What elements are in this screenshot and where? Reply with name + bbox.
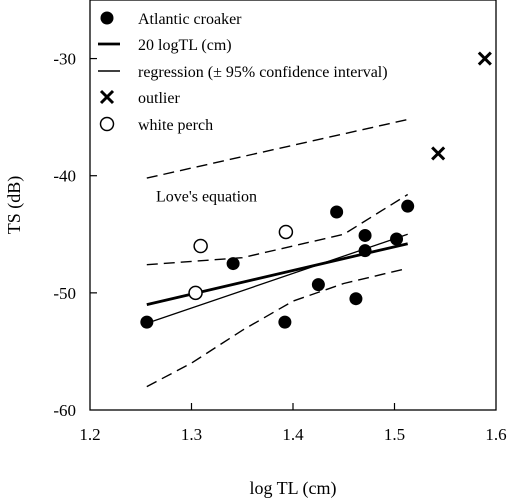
legend-label-regression: regression (± 95% confidence interval) (138, 64, 388, 81)
legend-label-perch: white perch (138, 117, 213, 134)
x-tick-label: 1.5 (384, 425, 405, 444)
croaker-point (358, 244, 372, 258)
y-axis-title: TS (dB) (4, 176, 25, 235)
x-tick-label: 1.3 (181, 425, 202, 444)
croaker-point (311, 278, 325, 292)
y-tick-label: -40 (53, 167, 76, 186)
love-s-equation-ci-line (146, 118, 408, 179)
outlier-point (477, 51, 492, 66)
x-tick-label: 1.4 (282, 425, 304, 444)
regression-lower-ci-line (146, 267, 408, 388)
outlier-point (431, 146, 446, 161)
white-perch-point (193, 238, 208, 254)
croaker-point (358, 228, 372, 242)
croaker-point (278, 315, 292, 329)
white-perch-point (188, 285, 203, 301)
x-tick-label: 1.2 (79, 425, 100, 444)
white-perch-point (278, 224, 294, 240)
y-tick-label: -60 (53, 401, 76, 420)
y-tick-label: -50 (53, 284, 76, 303)
legend: Atlantic croaker 20 logTL (cm) regression … (98, 11, 388, 134)
x-axis-title: log TL (cm) (250, 478, 337, 499)
croaker-point (330, 205, 344, 219)
croaker-point (140, 315, 154, 329)
plot-frame (89, 0, 497, 411)
loves-equation-annotation: Love's equation (156, 188, 257, 205)
croaker-point (226, 257, 240, 271)
points-layer (140, 51, 492, 329)
outlier-stroke (477, 51, 492, 66)
legend-label-outlier: outlier (138, 90, 180, 107)
x-tick-label: 1.6 (485, 425, 506, 444)
croaker-point (349, 292, 363, 306)
outlier-stroke (431, 146, 446, 161)
ticks-layer: 1.2 1.3 1.4 1.5 1.6 -60 -50 -40 -30 (53, 50, 506, 444)
croaker-point (390, 232, 404, 246)
legend-perch-symbol (99, 116, 115, 132)
y-tick-label: -30 (53, 50, 76, 69)
legend-croaker-symbol (100, 11, 114, 25)
legend-label-tl20: 20 logTL (cm) (138, 37, 232, 54)
croaker-point (401, 199, 415, 213)
legend-label-croaker: Atlantic croaker (138, 11, 242, 28)
legend-outlier-symbol (99, 89, 115, 105)
